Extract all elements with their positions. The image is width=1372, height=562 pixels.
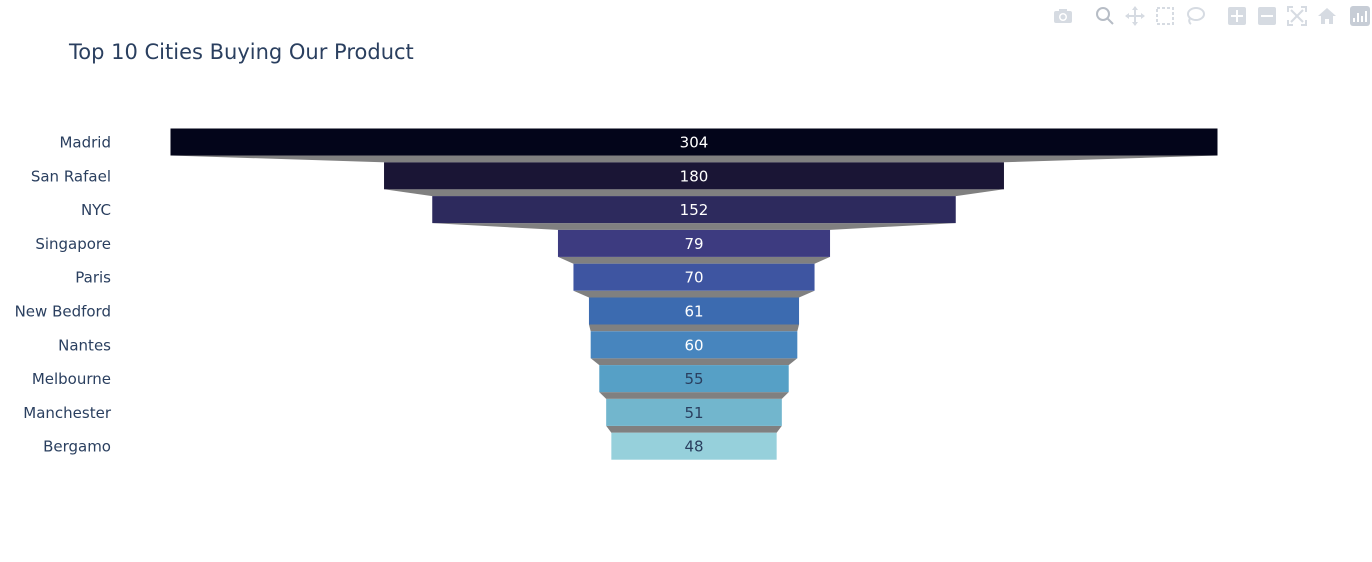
category-tick-label: Bergamo bbox=[43, 438, 111, 456]
bar-value-label: 152 bbox=[680, 201, 709, 219]
category-tick-label: Melbourne bbox=[32, 370, 111, 388]
category-tick-label: Madrid bbox=[59, 134, 111, 152]
funnel-bar[interactable] bbox=[611, 432, 777, 460]
funnel-bar[interactable] bbox=[606, 398, 782, 426]
lasso-select-icon[interactable] bbox=[1180, 4, 1210, 28]
zoom-in-icon[interactable] bbox=[1222, 4, 1252, 28]
funnel-bar[interactable] bbox=[557, 229, 831, 257]
funnel-connector bbox=[606, 425, 782, 433]
zoom-icon[interactable] bbox=[1090, 4, 1120, 28]
reset-axes-icon[interactable] bbox=[1312, 4, 1342, 28]
bar-value-label: 51 bbox=[684, 404, 703, 422]
category-tick-label: NYC bbox=[81, 201, 111, 219]
bar-value-label: 60 bbox=[684, 336, 703, 354]
category-tick-label: New Bedford bbox=[15, 303, 111, 321]
funnel-connector bbox=[170, 155, 1218, 163]
autoscale-icon[interactable] bbox=[1282, 4, 1312, 28]
category-tick-label: Manchester bbox=[23, 404, 112, 422]
plotly-logo[interactable] bbox=[1350, 6, 1370, 26]
funnel-bar[interactable] bbox=[384, 162, 1004, 190]
funnel-bar[interactable] bbox=[170, 128, 1218, 156]
chart-title: Top 10 Cities Buying Our Product bbox=[69, 40, 414, 64]
bar-value-label: 61 bbox=[684, 303, 703, 321]
funnel-connector bbox=[557, 256, 831, 264]
funnel-connector bbox=[590, 358, 798, 366]
zoom-out-icon[interactable] bbox=[1252, 4, 1282, 28]
funnel-bar[interactable] bbox=[588, 297, 800, 325]
box-select-icon[interactable] bbox=[1150, 4, 1180, 28]
funnel-bar[interactable] bbox=[573, 263, 815, 291]
category-tick-label: Singapore bbox=[35, 235, 111, 253]
modebar bbox=[1048, 4, 1370, 28]
category-tick-label: San Rafael bbox=[31, 167, 111, 185]
bar-value-label: 304 bbox=[680, 134, 709, 152]
funnel-connector bbox=[432, 223, 956, 230]
category-tick-label: Paris bbox=[75, 269, 111, 287]
funnel-connector bbox=[588, 324, 800, 332]
funnel-bar[interactable] bbox=[599, 365, 789, 393]
bar-value-label: 180 bbox=[680, 167, 709, 185]
bar-value-label: 55 bbox=[684, 370, 703, 388]
camera-icon[interactable] bbox=[1048, 4, 1078, 28]
bar-value-label: 79 bbox=[684, 235, 703, 253]
pan-icon[interactable] bbox=[1120, 4, 1150, 28]
funnel-connector bbox=[599, 392, 789, 399]
funnel-connector bbox=[573, 290, 815, 298]
funnel-bar[interactable] bbox=[432, 196, 956, 224]
funnel-bar[interactable] bbox=[590, 331, 798, 359]
bar-value-label: 70 bbox=[684, 269, 703, 287]
category-tick-label: Nantes bbox=[58, 336, 111, 354]
bar-value-label: 48 bbox=[684, 438, 703, 456]
funnel-connector bbox=[384, 189, 1004, 197]
